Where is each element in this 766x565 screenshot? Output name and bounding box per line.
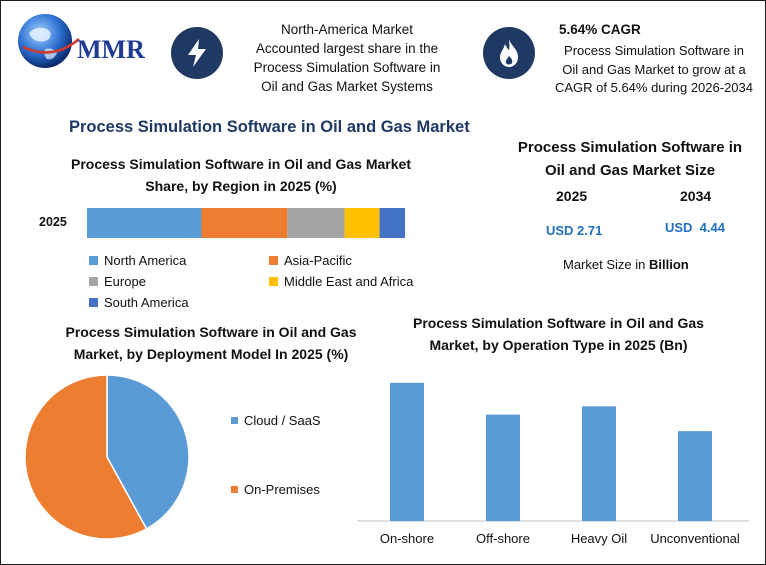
deployment-chart-title: Process Simulation Software in Oil and G… — [65, 324, 357, 362]
market-size-note: Market Size in Billion — [563, 257, 689, 272]
region-bar-category-label: 2025 — [39, 215, 67, 229]
region-stacked-bar-chart — [87, 208, 405, 238]
legend-swatch — [231, 417, 238, 424]
info-north-america: North-America Market Accounted largest s… — [253, 22, 441, 94]
legend-swatch — [269, 277, 278, 286]
lightning-icon — [171, 27, 223, 79]
size-year-2034: 2034 — [680, 188, 712, 204]
region-chart-title: Process Simulation Software in Oil and G… — [71, 156, 411, 194]
operation-bar-2 — [582, 406, 616, 521]
size-value-2025: USD 2.71 — [546, 223, 603, 238]
deployment-legend-item: Cloud / SaaS — [231, 413, 321, 428]
legend-swatch — [89, 298, 98, 307]
region-bar-segment-2 — [287, 208, 345, 238]
legend-swatch — [89, 256, 98, 265]
region-bar-segment-1 — [201, 208, 288, 238]
legend-swatch — [231, 486, 238, 493]
region-legend-item: North America — [89, 253, 186, 268]
region-legend-item: Europe — [89, 274, 146, 289]
operation-chart-title: Process Simulation Software in Oil and G… — [413, 315, 704, 353]
region-legend-item: South America — [89, 295, 189, 310]
cagr-title: 5.64% CAGR — [559, 22, 641, 37]
operation-x-tick-label: Unconventional — [650, 531, 740, 546]
pie-slice-1 — [24, 374, 148, 540]
legend-swatch — [89, 277, 98, 286]
region-bar-segment-4 — [379, 208, 405, 238]
legend-label: Europe — [104, 274, 146, 289]
operation-bar-chart: On-shore Off-shore Heavy Oil Unconventional — [357, 382, 749, 546]
size-value-2034: USD 4.44 — [665, 220, 725, 235]
logo-text: MMR — [77, 35, 145, 64]
operation-bar-3 — [678, 431, 712, 521]
legend-label: South America — [104, 295, 189, 310]
main-title: Process Simulation Software in Oil and G… — [69, 118, 470, 136]
legend-label: Cloud / SaaS — [244, 413, 321, 428]
globe-icon — [18, 14, 80, 68]
region-legend-item: Middle East and Africa — [269, 274, 413, 289]
region-legend-item: Asia-Pacific — [269, 253, 352, 268]
legend-label: Asia-Pacific — [284, 253, 352, 268]
operation-x-tick-label: Off-shore — [476, 531, 530, 546]
flame-icon — [483, 27, 535, 79]
legend-label: North America — [104, 253, 187, 268]
deployment-legend-item: On-Premises — [231, 482, 320, 497]
logo: MMR — [15, 11, 155, 71]
deployment-pie-chart — [24, 374, 190, 540]
operation-bar-1 — [486, 414, 520, 521]
region-bar-segment-0 — [87, 208, 202, 238]
pie-slice-0 — [106, 374, 190, 530]
size-year-2025: 2025 — [556, 188, 588, 204]
operation-bar-0 — [390, 382, 424, 521]
info-cagr: Process Simulation Software in Oil and G… — [554, 43, 753, 95]
legend-swatch — [269, 256, 278, 265]
market-size-title: Process Simulation Software in Oil and G… — [517, 139, 743, 179]
region-bar-segment-3 — [344, 208, 380, 238]
operation-x-tick-label: On-shore — [380, 531, 434, 546]
operation-x-tick-label: Heavy Oil — [571, 531, 627, 546]
legend-label: On-Premises — [244, 482, 320, 497]
legend-label: Middle East and Africa — [284, 274, 414, 289]
